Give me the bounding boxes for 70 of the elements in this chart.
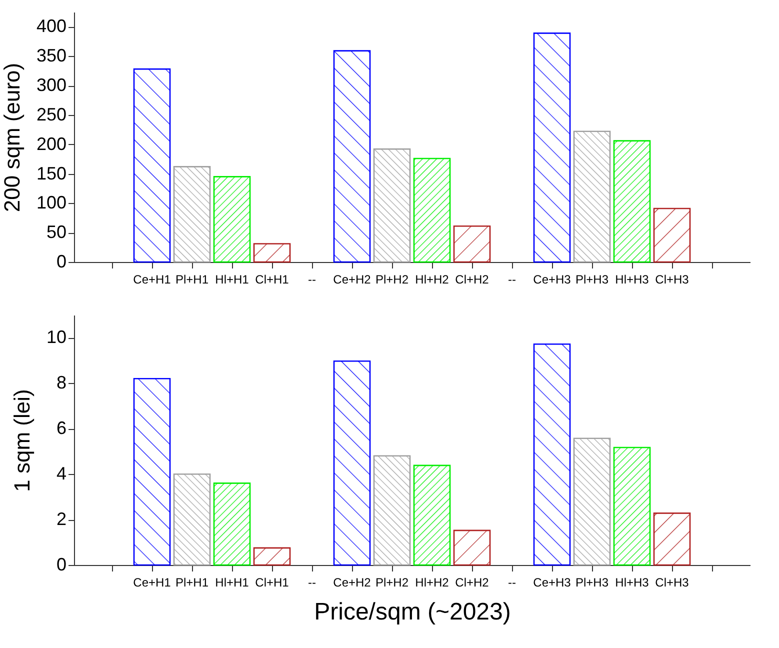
x-tick-label: Cl+H2 bbox=[455, 576, 490, 590]
x-tick-label: Pl+H1 bbox=[175, 576, 209, 590]
bar bbox=[253, 547, 291, 566]
x-tick-label: Ce+H1 bbox=[133, 576, 172, 590]
x-tick-label: Cl+H2 bbox=[455, 272, 490, 286]
bar bbox=[573, 130, 611, 263]
bar bbox=[373, 148, 411, 263]
y-tick-label: 350 bbox=[36, 46, 66, 66]
y-tick-label: 0 bbox=[56, 252, 66, 272]
bar bbox=[213, 176, 251, 263]
bar bbox=[333, 360, 371, 566]
bar bbox=[213, 482, 251, 566]
x-tick-label: Pl+H2 bbox=[375, 272, 409, 286]
bar bbox=[413, 158, 451, 263]
x-tick-label: Hl+H2 bbox=[415, 272, 450, 286]
x-tick-label: Ce+H2 bbox=[333, 576, 372, 590]
bar bbox=[413, 464, 451, 566]
x-tick-label: Pl+H3 bbox=[575, 272, 609, 286]
x-tick-label: Ce+H2 bbox=[333, 272, 372, 286]
x-tick-label: -- bbox=[508, 576, 516, 590]
y-tick-label: 150 bbox=[36, 163, 66, 184]
x-tick-label: Ce+H1 bbox=[133, 272, 172, 286]
bar bbox=[173, 473, 211, 566]
x-tick-label: Hl+H1 bbox=[215, 576, 250, 590]
x-tick-label: Ce+H3 bbox=[533, 272, 572, 286]
x-tick-label: Hl+H2 bbox=[415, 576, 450, 590]
x-axis-title: Price/sqm (~2023) bbox=[314, 598, 511, 626]
y-tick-label: 200 bbox=[36, 134, 66, 154]
bar bbox=[613, 140, 651, 263]
y-tick-label: 250 bbox=[36, 104, 66, 124]
bar bbox=[653, 208, 691, 263]
y-axis-title: 1 sqm (lei) bbox=[9, 389, 34, 492]
y-tick-label: 300 bbox=[36, 75, 66, 96]
y-tick-label: 2 bbox=[56, 509, 66, 530]
bar bbox=[133, 68, 171, 263]
bar bbox=[253, 243, 291, 263]
x-tick-label: Cl+H1 bbox=[255, 576, 290, 590]
x-tick-label: -- bbox=[308, 272, 316, 286]
bar bbox=[613, 446, 651, 566]
bar bbox=[373, 455, 411, 566]
bar bbox=[453, 530, 491, 566]
x-tick-label: Cl+H1 bbox=[255, 272, 290, 286]
y-tick-label: 10 bbox=[46, 327, 66, 348]
x-tick-label: Ce+H3 bbox=[533, 576, 572, 590]
x-tick-label: -- bbox=[508, 272, 516, 286]
x-tick-label: Pl+H3 bbox=[575, 576, 609, 590]
x-tick-label: Cl+H3 bbox=[655, 272, 690, 286]
y-axis-title: 200 sqm (euro) bbox=[0, 62, 24, 212]
bar bbox=[573, 438, 611, 566]
y-tick-label: 100 bbox=[36, 192, 66, 213]
bar bbox=[533, 343, 571, 566]
y-tick-label: 6 bbox=[56, 418, 66, 438]
x-tick-label: -- bbox=[308, 576, 316, 590]
bar bbox=[653, 512, 691, 566]
x-tick-label: Hl+H3 bbox=[615, 576, 650, 590]
bar bbox=[453, 225, 491, 263]
y-tick-label: 0 bbox=[56, 554, 66, 574]
bar bbox=[173, 166, 211, 263]
bar bbox=[333, 50, 371, 263]
bar bbox=[133, 378, 171, 566]
x-tick-label: Pl+H1 bbox=[175, 272, 209, 286]
y-tick-label: 8 bbox=[56, 372, 66, 393]
bar bbox=[533, 32, 571, 263]
y-tick-label: 50 bbox=[46, 222, 66, 242]
x-tick-label: Hl+H1 bbox=[215, 272, 250, 286]
x-tick-label: Hl+H3 bbox=[615, 272, 650, 286]
y-tick-label: 4 bbox=[56, 464, 66, 484]
y-tick-label: 400 bbox=[36, 16, 66, 36]
x-tick-label: Cl+H3 bbox=[655, 576, 690, 590]
x-tick-label: Pl+H2 bbox=[375, 576, 409, 590]
